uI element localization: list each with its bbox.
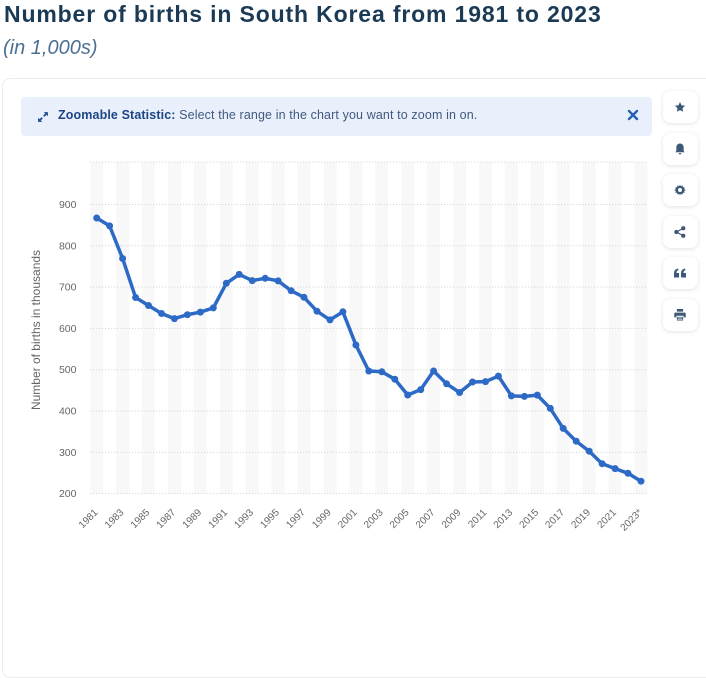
svg-text:2007: 2007 (414, 507, 438, 531)
svg-text:1981: 1981 (77, 507, 101, 531)
svg-text:1997: 1997 (284, 507, 308, 531)
svg-text:2013: 2013 (492, 507, 516, 531)
svg-text:500: 500 (59, 364, 77, 376)
svg-text:900: 900 (59, 199, 77, 211)
svg-text:1985: 1985 (129, 507, 153, 531)
svg-text:2009: 2009 (440, 507, 464, 531)
svg-text:600: 600 (59, 323, 77, 335)
svg-text:1999: 1999 (310, 507, 334, 531)
svg-text:Number of births in thousands: Number of births in thousands (29, 250, 43, 410)
svg-text:2005: 2005 (388, 507, 412, 531)
svg-text:2017: 2017 (544, 507, 568, 531)
svg-text:700: 700 (59, 282, 77, 294)
svg-text:2021: 2021 (595, 507, 619, 531)
svg-text:2023*: 2023* (619, 507, 645, 533)
svg-text:1987: 1987 (155, 507, 179, 531)
svg-text:200: 200 (59, 488, 77, 500)
svg-text:2019: 2019 (570, 507, 594, 531)
svg-text:800: 800 (59, 240, 77, 252)
svg-text:1989: 1989 (181, 507, 205, 531)
svg-text:400: 400 (59, 406, 77, 418)
svg-text:1983: 1983 (103, 507, 127, 531)
svg-text:1995: 1995 (258, 507, 282, 531)
svg-text:2011: 2011 (466, 507, 489, 530)
svg-text:2003: 2003 (362, 507, 386, 531)
svg-text:1993: 1993 (233, 507, 257, 531)
svg-text:300: 300 (59, 447, 77, 459)
svg-text:2015: 2015 (518, 507, 542, 531)
svg-text:2001: 2001 (336, 507, 360, 531)
svg-text:1991: 1991 (207, 507, 231, 531)
